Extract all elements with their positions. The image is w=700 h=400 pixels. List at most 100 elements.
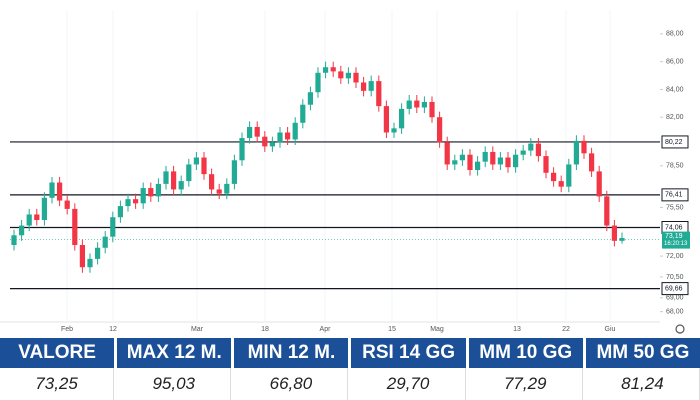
candle-body — [193, 157, 199, 165]
candle-body — [292, 122, 298, 140]
candle-body — [87, 258, 93, 268]
candle-body — [224, 183, 230, 194]
candle-body — [49, 182, 55, 198]
y-tick-label: 75,50 — [666, 204, 684, 211]
candle-body — [589, 153, 595, 172]
candle-body — [551, 172, 557, 182]
y-tick-label: 88,00 — [666, 31, 684, 38]
candle-body — [383, 106, 389, 133]
x-tick-label: 13 — [513, 326, 521, 333]
x-tick-label: 12 — [109, 326, 117, 333]
y-tick-label: 82,00 — [666, 114, 684, 121]
x-tick-label: Apr — [320, 326, 332, 333]
candle-body — [19, 225, 25, 236]
candle-body — [467, 154, 473, 170]
candle-body — [475, 161, 481, 170]
level-label: 76,41 — [665, 192, 683, 199]
candle-body — [429, 101, 435, 118]
level-box — [661, 188, 689, 202]
candle-body — [566, 164, 572, 187]
level-box — [661, 135, 689, 149]
candle-body — [133, 199, 139, 204]
candle-body — [619, 238, 625, 241]
candle-body — [41, 197, 47, 220]
candle-body — [535, 143, 541, 157]
candle-body — [64, 200, 70, 209]
candle-body — [490, 151, 496, 165]
candle-body — [102, 236, 108, 248]
x-tick-label: Mar — [191, 326, 204, 333]
x-tick-label: 15 — [388, 326, 396, 333]
candle-body — [338, 71, 344, 79]
candle-body — [110, 217, 116, 237]
candle-body — [148, 188, 154, 197]
candle-body — [254, 126, 260, 137]
table-header: RSI 14 GG — [351, 338, 466, 368]
candle-body — [459, 154, 465, 161]
x-tick-label: Feb — [61, 326, 73, 333]
y-tick-label: 72,00 — [666, 253, 684, 260]
table-value: 73,25 — [0, 368, 115, 400]
stats-table: VALORE MAX 12 M. MIN 12 M. RSI 14 GG MM 10 G… — [0, 338, 700, 400]
candle-body — [391, 128, 397, 133]
candle-body — [72, 208, 78, 245]
candle-body — [186, 164, 192, 182]
candle-body — [376, 81, 382, 107]
level-label: 80,22 — [665, 139, 683, 146]
candle-body — [558, 181, 564, 187]
y-tick-label: 86,00 — [666, 59, 684, 66]
y-tick-label: 78,50 — [666, 163, 684, 170]
candle-body — [399, 108, 405, 129]
x-tick-label: Giu — [605, 326, 616, 333]
candle-body — [285, 132, 291, 140]
table-value: 81,24 — [586, 368, 700, 400]
candle-body — [452, 160, 458, 165]
candle-body — [323, 67, 329, 73]
y-tick-label: 68,00 — [666, 309, 684, 316]
table-header: MIN 12 M. — [234, 338, 349, 368]
candle-body — [26, 214, 32, 226]
candle-body — [163, 171, 169, 184]
level-box — [661, 282, 689, 296]
candle-body — [34, 214, 40, 220]
x-tick-label: 18 — [261, 326, 269, 333]
last-price-time: 16:20:13 — [664, 241, 688, 247]
y-tick-label: 70,50 — [666, 274, 684, 281]
candle-body — [520, 150, 526, 155]
candle-body — [353, 72, 359, 83]
candle-body — [315, 72, 321, 93]
candle-body — [209, 174, 215, 190]
candle-body — [513, 154, 519, 168]
candle-body — [140, 188, 146, 204]
candle-body — [368, 81, 374, 91]
table-header: MM 50 GG — [585, 338, 700, 368]
candle-body — [262, 136, 268, 147]
candle-body — [482, 151, 488, 162]
candle-body — [79, 245, 85, 268]
candle-body — [596, 171, 602, 197]
last-price-box — [662, 231, 690, 249]
table-value: 29,70 — [351, 368, 466, 400]
candle-body — [604, 196, 610, 226]
x-tick-label: Mag — [430, 326, 444, 333]
y-tick-label: 84,00 — [666, 86, 684, 93]
candle-body — [117, 206, 123, 218]
candle-body — [300, 104, 306, 123]
settings-icon — [675, 324, 685, 334]
candle-body — [611, 225, 617, 241]
chart: 88,00 86,00 84,00 82,00 78,50 75,50 72,00 70,50… — [0, 10, 690, 334]
candle-body — [231, 160, 237, 184]
candle-body — [406, 100, 412, 109]
candle-body — [437, 117, 443, 143]
candle-body — [239, 138, 245, 161]
table-value: 95,03 — [117, 368, 232, 400]
table-header: VALORE — [0, 338, 115, 368]
candle-body — [505, 157, 511, 168]
table-value: 77,29 — [469, 368, 583, 400]
candle-body — [528, 143, 534, 151]
candle-body — [95, 247, 101, 259]
candle-body — [178, 181, 184, 190]
candle-body — [573, 140, 579, 165]
candle-body — [444, 142, 450, 165]
